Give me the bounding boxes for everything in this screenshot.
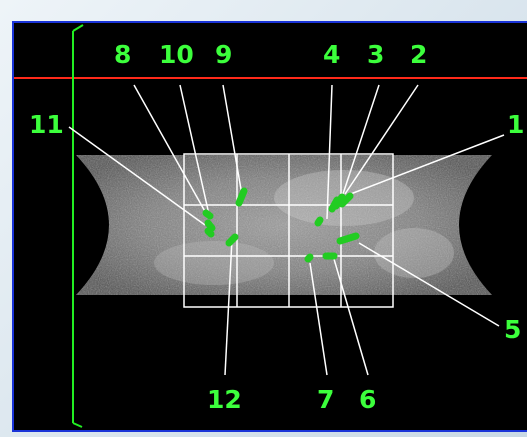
leader-line-8 [133,84,208,216]
feature-labels: 8 10 9 4 3 2 11 1 5 12 7 6 [29,40,524,414]
feature-label-2: 2 [410,40,427,69]
leader-line-4 [326,84,333,220]
marker-3 [328,196,341,213]
marker-4 [314,216,324,227]
planet-map-texture [76,155,492,295]
feature-label-4: 4 [323,40,340,69]
leader-line-6 [333,258,369,376]
scene-svg: 8 10 9 4 3 2 11 1 5 12 7 6 [14,24,527,428]
reference-grid [183,153,394,308]
feature-label-7: 7 [317,385,334,414]
leader-line-1 [347,134,505,196]
marker-5 [336,232,360,245]
marker-11 [204,227,215,238]
leader-lines [68,84,505,376]
leader-line-12 [224,238,233,376]
image-viewer[interactable]: 8 10 9 4 3 2 11 1 5 12 7 6 [12,21,527,432]
leader-line-7 [309,262,328,376]
marker-8 [202,209,214,220]
leader-line-10 [179,84,211,220]
leader-line-5 [358,242,500,327]
leader-line-2 [344,84,419,195]
marker-9 [235,187,248,207]
feature-label-11: 11 [29,110,64,139]
feature-label-5: 5 [504,315,521,344]
leader-line-3 [339,84,380,204]
feature-label-12: 12 [207,385,242,414]
marker-12 [225,233,239,247]
feature-label-6: 6 [359,385,376,414]
planet-image [76,155,492,295]
feature-label-3: 3 [367,40,384,69]
leader-line-9 [222,84,243,196]
feature-markers [202,187,360,263]
leader-line-11 [68,126,206,226]
feature-label-9: 9 [215,40,232,69]
marker-7 [304,253,314,263]
feature-label-8: 8 [114,40,131,69]
feature-label-10: 10 [159,40,194,69]
marker-10 [204,219,216,232]
feature-label-1: 1 [507,110,524,139]
marker-1 [338,192,354,208]
vertical-axis-line [72,24,84,428]
